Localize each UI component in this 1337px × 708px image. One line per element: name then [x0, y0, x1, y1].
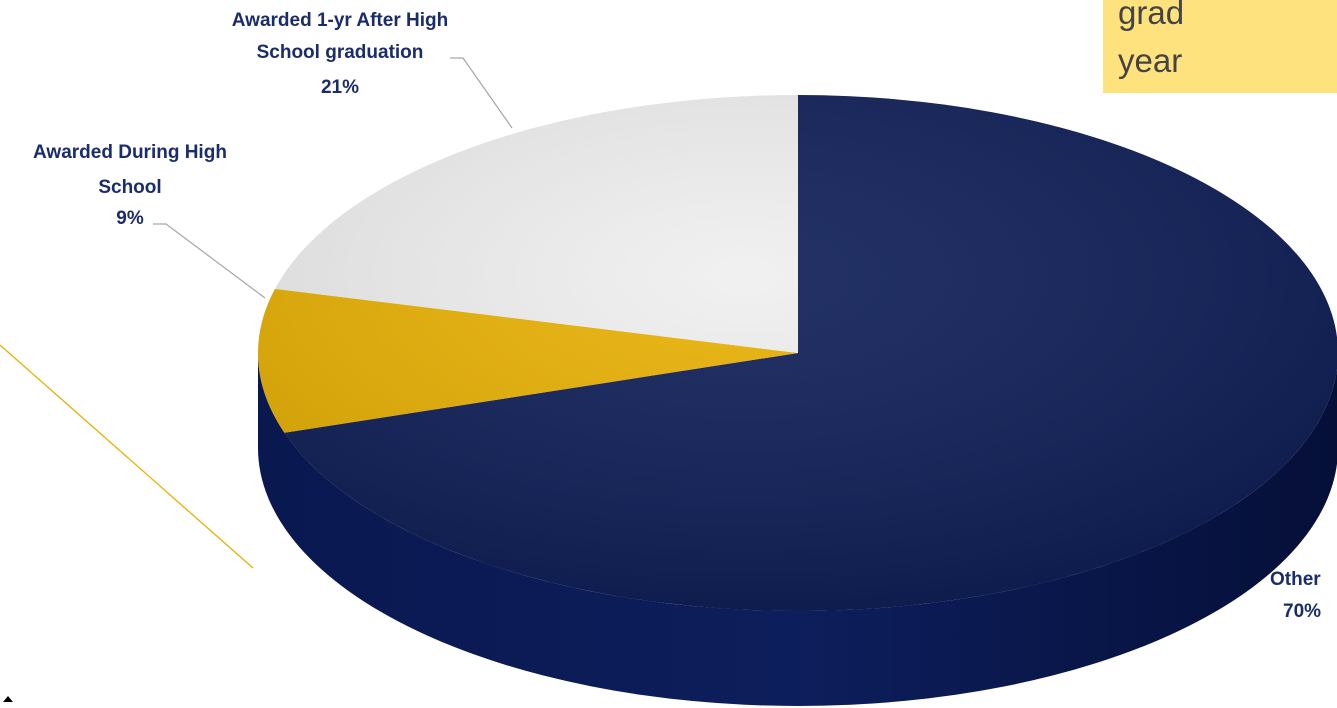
slice-value-after-hs: 21% [321, 77, 359, 98]
slice-label-after-hs-line2: School graduation [257, 42, 424, 63]
callout-box [1103, 0, 1337, 93]
leader-line-during-hs [153, 223, 266, 299]
callout-line-1: grad [1118, 0, 1184, 31]
pie-top-shading [258, 95, 1337, 611]
slice-label-during-hs-line2: School [98, 177, 161, 198]
slice-value-other: 70% [1283, 601, 1321, 622]
callout-line-2: year [1118, 42, 1182, 79]
cursor-icon [3, 696, 13, 702]
callout-connector-line [0, 344, 254, 569]
pie-side-wall [258, 353, 1337, 706]
slice-label-during-hs-line1: Awarded During High [33, 142, 227, 163]
slice-label-other: Other [1270, 569, 1321, 590]
leader-line-after-hs [450, 57, 513, 129]
slice-value-during-hs: 9% [116, 208, 144, 229]
slice-label-after-hs-line1: Awarded 1-yr After High [232, 10, 448, 31]
